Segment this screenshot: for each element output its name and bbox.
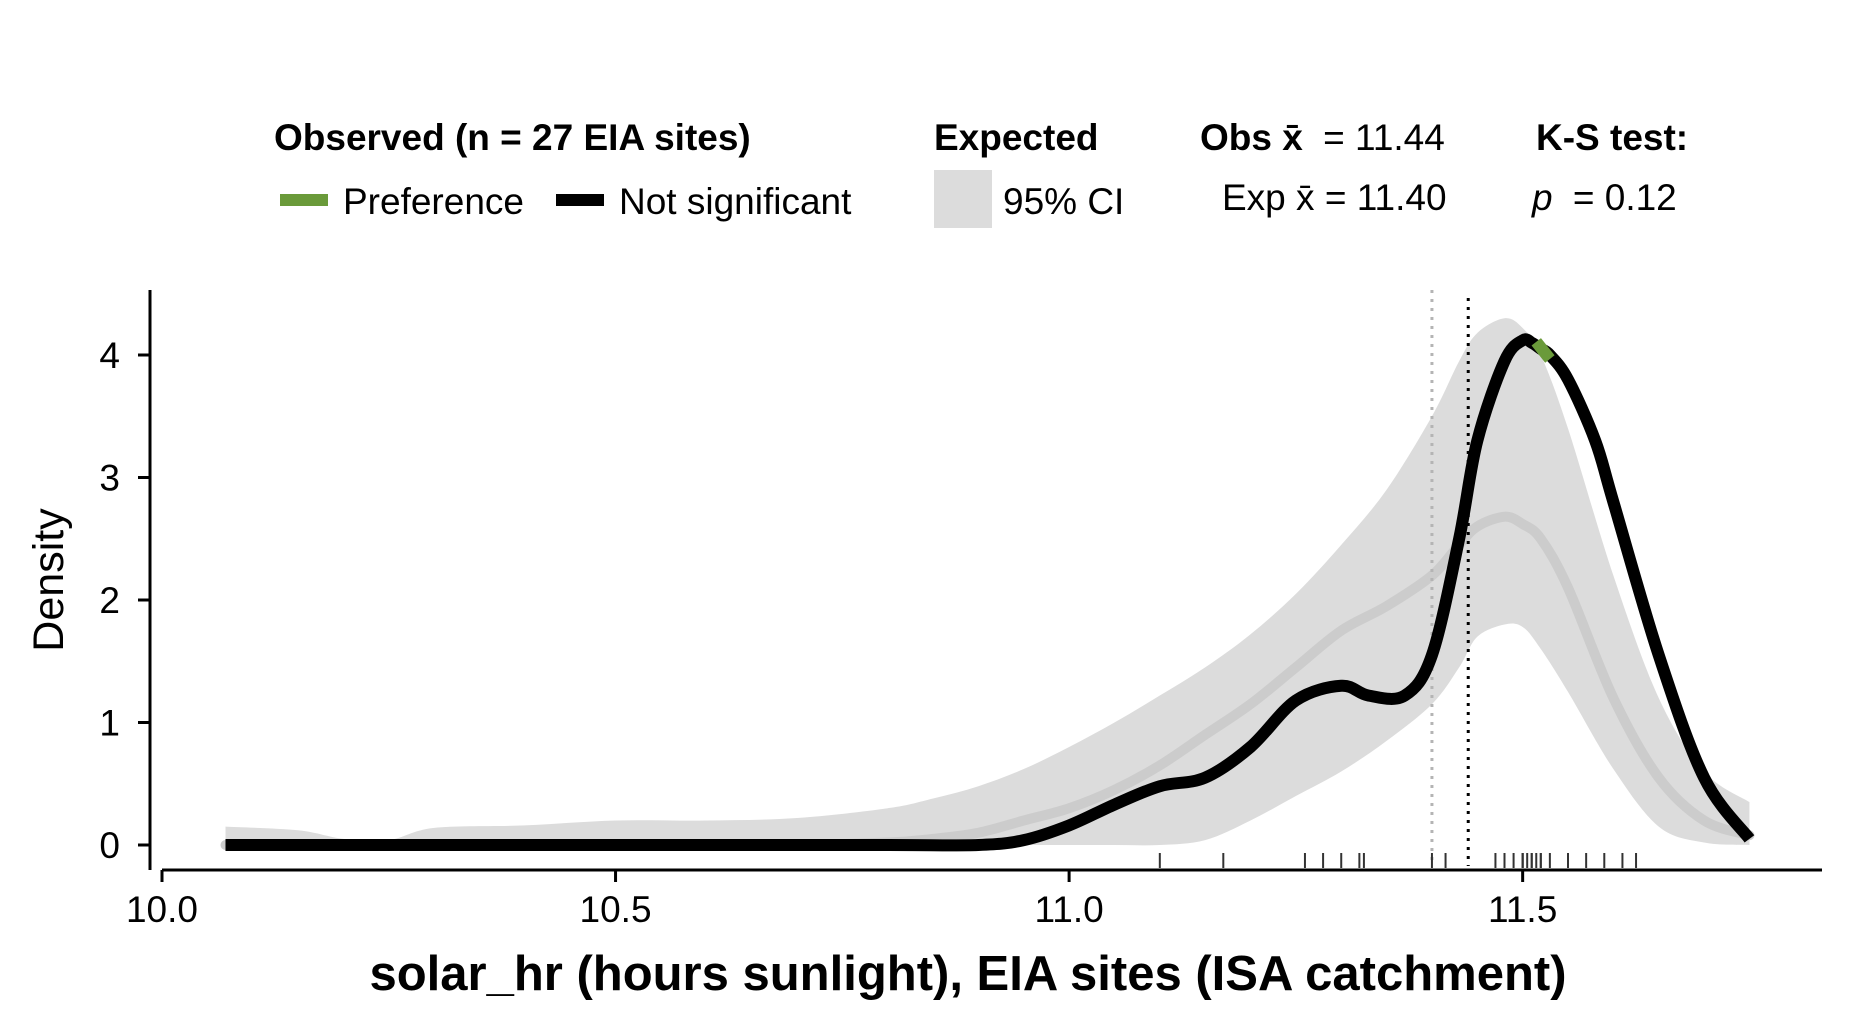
legend-obs-mean-value: = 11.44 bbox=[1323, 117, 1445, 158]
legend-preference-swatch bbox=[280, 194, 328, 206]
y-axis-title: Density bbox=[25, 508, 73, 652]
legend-expected-title: Expected bbox=[934, 117, 1099, 158]
x-tick-label: 10.0 bbox=[126, 889, 198, 930]
legend-ks-p-value: = 0.12 bbox=[1573, 177, 1677, 218]
legend: Observed (n = 27 EIA sites) Preference N… bbox=[274, 117, 1688, 228]
y-tick-label: 4 bbox=[99, 335, 120, 376]
y-tick-label: 3 bbox=[99, 458, 120, 499]
legend-ci-label: 95% CI bbox=[1003, 181, 1124, 222]
legend-ks-p: p = 0.12 bbox=[1531, 177, 1677, 218]
legend-ks-p-symbol: p bbox=[1531, 177, 1553, 218]
plot-area: 10.0 10.5 11.0 11.5 0 1 2 3 4 bbox=[99, 290, 1822, 930]
legend-ks-title: K-S test: bbox=[1536, 117, 1688, 158]
x-tick-label: 11.0 bbox=[1034, 889, 1103, 930]
legend-ci-swatch bbox=[934, 170, 992, 228]
legend-preference-label: Preference bbox=[343, 181, 524, 222]
legend-obs-mean: Obs x̄ = 11.44 bbox=[1200, 117, 1445, 158]
y-tick-label: 0 bbox=[99, 825, 120, 866]
x-tick-label: 11.5 bbox=[1488, 889, 1557, 930]
ci-band bbox=[225, 318, 1750, 846]
legend-not-significant-label: Not significant bbox=[619, 181, 852, 222]
observed-density-line bbox=[225, 333, 1755, 852]
y-tick-label: 1 bbox=[99, 703, 120, 744]
legend-obs-mean-prefix: Obs x̄ bbox=[1200, 117, 1303, 158]
legend-exp-mean: Exp x̄ = 11.40 bbox=[1222, 177, 1447, 218]
x-tick-label: 10.5 bbox=[580, 889, 652, 930]
y-tick-label: 2 bbox=[99, 580, 120, 621]
legend-observed-title: Observed (n = 27 EIA sites) bbox=[274, 117, 751, 158]
x-axis-title: solar_hr (hours sunlight), EIA sites (IS… bbox=[369, 947, 1566, 1001]
preference-segment bbox=[1531, 338, 1555, 363]
legend-not-significant-swatch bbox=[556, 194, 604, 206]
